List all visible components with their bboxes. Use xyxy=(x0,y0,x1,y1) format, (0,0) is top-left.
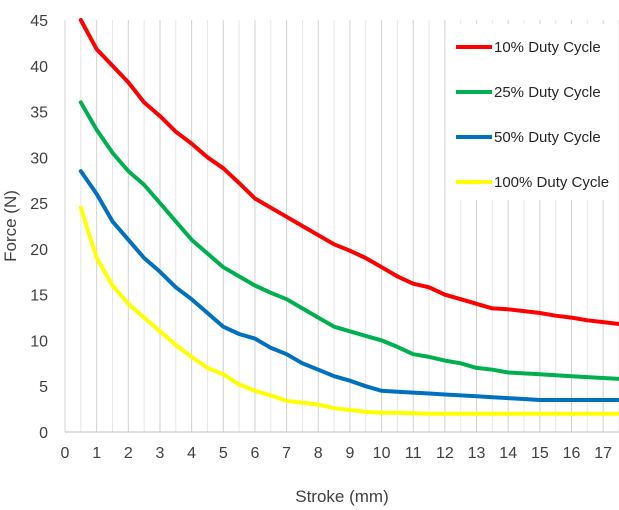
legend: 10% Duty Cycle 25% Duty Cycle 50% Duty Cyc… xyxy=(447,24,613,200)
series-line xyxy=(78,100,619,381)
y-tick-label: 30 xyxy=(30,150,48,167)
x-tick-label: 12 xyxy=(436,445,454,462)
x-tick-label: 1 xyxy=(92,445,101,462)
x-tick-label: 11 xyxy=(405,445,422,462)
x-tick-label: 16 xyxy=(563,445,581,462)
gridlines xyxy=(64,20,619,432)
x-tick-label: 4 xyxy=(187,445,196,462)
legend-label: 25% Duty Cycle xyxy=(494,84,601,101)
x-tick-label: 3 xyxy=(156,445,165,462)
y-tick-label: 25 xyxy=(30,196,48,213)
y-tick-label: 10 xyxy=(30,333,48,350)
series-line xyxy=(78,169,619,402)
legend-box xyxy=(447,24,613,200)
x-tick-label: 2 xyxy=(124,445,133,462)
legend-label: 100% Duty Cycle xyxy=(494,174,609,191)
x-tick-label: 14 xyxy=(499,445,517,462)
y-tick-label: 15 xyxy=(30,288,48,305)
x-tick-label: 13 xyxy=(468,445,486,462)
y-tick-label: 20 xyxy=(30,242,48,259)
y-tick-label: 0 xyxy=(39,425,48,442)
series-lines xyxy=(78,18,619,416)
series-line xyxy=(78,18,619,326)
x-tick-label: 9 xyxy=(345,445,354,462)
y-tick-label: 40 xyxy=(30,59,48,76)
y-tick-label: 45 xyxy=(30,13,48,30)
y-tick-label: 35 xyxy=(30,105,48,122)
legend-label: 50% Duty Cycle xyxy=(494,129,601,146)
x-tick-label: 0 xyxy=(61,445,70,462)
y-axis-title: Force (N) xyxy=(1,190,20,262)
x-axis-title: Stroke (mm) xyxy=(295,487,389,506)
x-tick-label: 6 xyxy=(250,445,259,462)
series-line xyxy=(78,205,619,416)
x-tick-label: 17 xyxy=(594,445,612,462)
legend-label: 10% Duty Cycle xyxy=(494,39,601,56)
axes: 0 1 2 3 4 5 6 7 8 9 10 11 12 13 14 15 16 1705101520253035… xyxy=(30,13,619,462)
x-tick-label: 8 xyxy=(314,445,323,462)
y-tick-label: 5 xyxy=(39,379,48,396)
x-tick-label: 7 xyxy=(282,445,291,462)
x-tick-label: 5 xyxy=(219,445,228,462)
x-tick-label: 10 xyxy=(373,445,391,462)
x-tick-label: 15 xyxy=(531,445,549,462)
